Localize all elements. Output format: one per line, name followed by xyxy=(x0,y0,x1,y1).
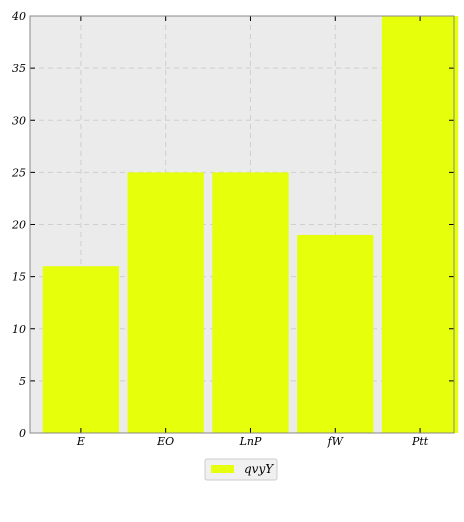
y-axis-ticks: 0 5 10 15 20 25 30 35 40 xyxy=(11,10,454,440)
x-tick-label: LnP xyxy=(239,435,262,448)
legend-label: qvyY xyxy=(244,462,274,476)
bar-LnP xyxy=(212,172,289,433)
y-tick-label: 15 xyxy=(12,271,26,284)
x-tick-label: fW xyxy=(327,435,345,448)
bar-Ptt xyxy=(381,16,459,433)
legend-swatch xyxy=(211,465,234,473)
y-tick-label: 40 xyxy=(11,10,26,23)
x-axis-ticks: E EO LnP fW Ptt xyxy=(76,16,429,448)
legend-box xyxy=(204,458,278,481)
y-tick-label: 35 xyxy=(12,62,26,75)
x-tick-label: Ptt xyxy=(411,435,429,448)
x-tick-label: E xyxy=(76,435,85,448)
bar-E xyxy=(42,266,120,433)
y-tick-label: 0 xyxy=(19,427,26,440)
y-tick-label: 5 xyxy=(19,375,26,388)
y-tick-label: 10 xyxy=(12,323,26,336)
plot-frame xyxy=(29,15,455,434)
y-tick-label: 20 xyxy=(11,219,26,232)
x-tick-label: EO xyxy=(156,435,174,448)
legend: qvyY xyxy=(204,458,278,481)
bar-EO xyxy=(127,172,204,433)
bar-fW xyxy=(297,234,374,433)
y-tick-label: 30 xyxy=(12,114,26,127)
y-tick-label: 25 xyxy=(11,166,26,179)
bars xyxy=(42,16,459,433)
